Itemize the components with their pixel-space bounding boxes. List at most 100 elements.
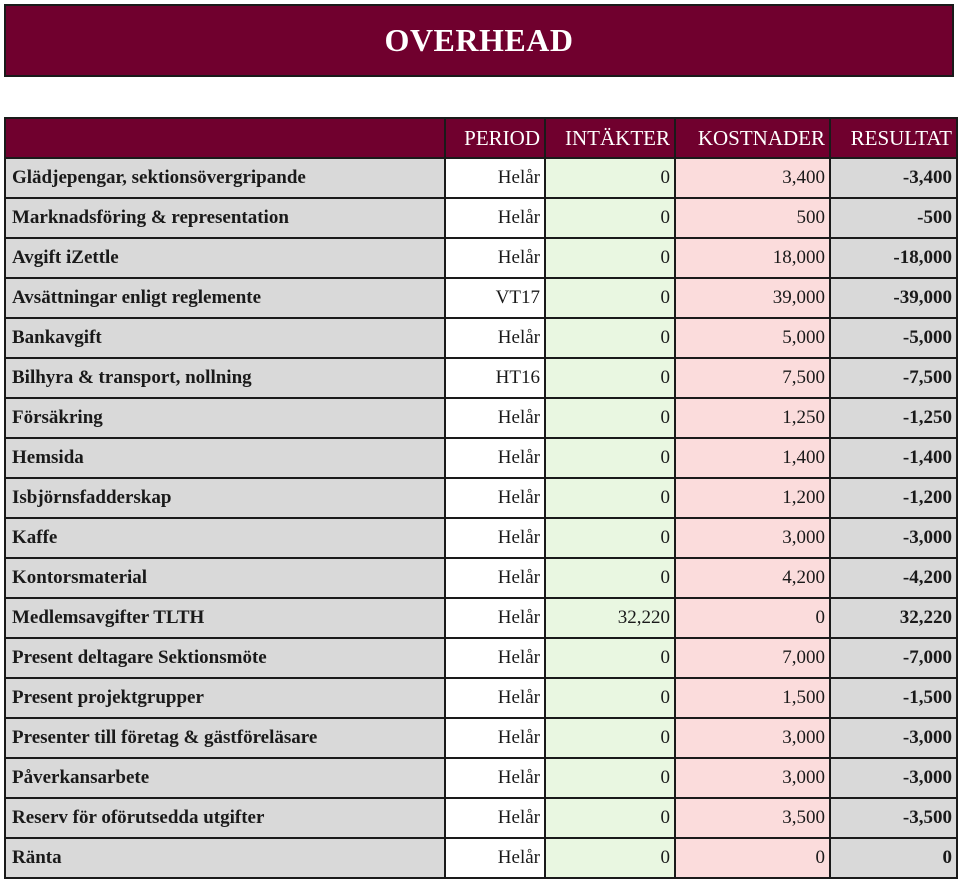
table-row: Ränta Helår 0 0 0 xyxy=(4,837,958,879)
row-period-cell: Helår xyxy=(444,237,546,279)
table-row: Påverkansarbete Helår 0 3,000 -3,000 xyxy=(4,757,958,799)
row-result-cell: -500 xyxy=(829,197,958,239)
row-income-cell: 0 xyxy=(544,797,676,839)
row-income-cell: 0 xyxy=(544,557,676,599)
row-result-cell: -3,500 xyxy=(829,797,958,839)
row-name-cell: Present deltagare Sektionsmöte xyxy=(4,637,446,679)
row-costs-cell: 1,400 xyxy=(674,437,831,479)
header-income: INTÄKTER xyxy=(544,117,676,159)
row-result-cell: -39,000 xyxy=(829,277,958,319)
row-result-cell: 32,220 xyxy=(829,597,958,639)
row-result-cell: -3,000 xyxy=(829,517,958,559)
row-result-cell: -1,500 xyxy=(829,677,958,719)
row-result-cell: 0 xyxy=(829,837,958,879)
table-row: Marknadsföring & representation Helår 0 500… xyxy=(4,197,958,239)
row-costs-cell: 3,000 xyxy=(674,757,831,799)
row-costs-cell: 7,000 xyxy=(674,637,831,679)
row-costs-cell: 1,500 xyxy=(674,677,831,719)
row-costs-cell: 5,000 xyxy=(674,317,831,359)
row-name-cell: Kaffe xyxy=(4,517,446,559)
row-costs-cell: 3,500 xyxy=(674,797,831,839)
row-costs-cell: 7,500 xyxy=(674,357,831,399)
row-costs-cell: 4,200 xyxy=(674,557,831,599)
table-row: Reserv för oförutsedda utgifter Helår 0 3,5… xyxy=(4,797,958,839)
table-row: Kaffe Helår 0 3,000 -3,000 xyxy=(4,517,958,559)
row-result-cell: -1,200 xyxy=(829,477,958,519)
table-row: Bankavgift Helår 0 5,000 -5,000 xyxy=(4,317,958,359)
row-result-cell: -3,000 xyxy=(829,757,958,799)
row-result-cell: -7,000 xyxy=(829,637,958,679)
page-title: OVERHEAD xyxy=(384,22,574,58)
row-costs-cell: 0 xyxy=(674,597,831,639)
row-result-cell: -3,400 xyxy=(829,157,958,199)
row-income-cell: 0 xyxy=(544,637,676,679)
row-name-cell: Marknadsföring & representation xyxy=(4,197,446,239)
row-costs-cell: 1,250 xyxy=(674,397,831,439)
header-row: PERIOD INTÄKTER KOSTNADER RESULTAT xyxy=(4,117,958,159)
table-row: Hemsida Helår 0 1,400 -1,400 xyxy=(4,437,958,479)
row-result-cell: -18,000 xyxy=(829,237,958,279)
row-name-cell: Kontorsmaterial xyxy=(4,557,446,599)
table-row: Isbjörnsfadderskap Helår 0 1,200 -1,200 xyxy=(4,477,958,519)
row-period-cell: Helår xyxy=(444,197,546,239)
table-row: Glädjepengar, sektionsövergripande Helår 0… xyxy=(4,157,958,199)
table-row: Avsättningar enligt reglemente VT17 0 39,00… xyxy=(4,277,958,319)
row-income-cell: 0 xyxy=(544,317,676,359)
row-period-cell: Helår xyxy=(444,437,546,479)
row-name-cell: Reserv för oförutsedda utgifter xyxy=(4,797,446,839)
row-period-cell: HT16 xyxy=(444,357,546,399)
row-name-cell: Present projektgrupper xyxy=(4,677,446,719)
row-name-cell: Bankavgift xyxy=(4,317,446,359)
header-blank-cell xyxy=(4,117,446,159)
row-result-cell: -4,200 xyxy=(829,557,958,599)
row-income-cell: 0 xyxy=(544,437,676,479)
row-costs-cell: 1,200 xyxy=(674,477,831,519)
row-period-cell: Helår xyxy=(444,517,546,559)
row-period-cell: Helår xyxy=(444,397,546,439)
row-name-cell: Bilhyra & transport, nollning xyxy=(4,357,446,399)
row-costs-cell: 3,000 xyxy=(674,517,831,559)
row-name-cell: Försäkring xyxy=(4,397,446,439)
row-income-cell: 0 xyxy=(544,517,676,559)
table-row: Present projektgrupper Helår 0 1,500 -1,500 xyxy=(4,677,958,719)
row-costs-cell: 39,000 xyxy=(674,277,831,319)
budget-table: PERIOD INTÄKTER KOSTNADER RESULTAT Glädj… xyxy=(4,117,958,879)
row-costs-cell: 3,400 xyxy=(674,157,831,199)
table-row: Presenter till företag & gästföreläsare H… xyxy=(4,717,958,759)
row-name-cell: Medlemsavgifter TLTH xyxy=(4,597,446,639)
row-period-cell: VT17 xyxy=(444,277,546,319)
header-result: RESULTAT xyxy=(829,117,958,159)
row-period-cell: Helår xyxy=(444,677,546,719)
row-income-cell: 0 xyxy=(544,757,676,799)
header-period: PERIOD xyxy=(444,117,546,159)
row-costs-cell: 18,000 xyxy=(674,237,831,279)
row-income-cell: 0 xyxy=(544,277,676,319)
row-result-cell: -1,400 xyxy=(829,437,958,479)
row-income-cell: 0 xyxy=(544,357,676,399)
row-name-cell: Påverkansarbete xyxy=(4,757,446,799)
table-row: Bilhyra & transport, nollning HT16 0 7,500-… xyxy=(4,357,958,399)
row-costs-cell: 0 xyxy=(674,837,831,879)
row-income-cell: 0 xyxy=(544,677,676,719)
row-name-cell: Isbjörnsfadderskap xyxy=(4,477,446,519)
row-result-cell: -1,250 xyxy=(829,397,958,439)
table-row: Försäkring Helår 0 1,250 -1,250 xyxy=(4,397,958,439)
row-name-cell: Hemsida xyxy=(4,437,446,479)
row-result-cell: -3,000 xyxy=(829,717,958,759)
row-costs-cell: 500 xyxy=(674,197,831,239)
row-income-cell: 0 xyxy=(544,237,676,279)
row-name-cell: Glädjepengar, sektionsövergripande xyxy=(4,157,446,199)
row-income-cell: 0 xyxy=(544,837,676,879)
row-period-cell: Helår xyxy=(444,717,546,759)
row-period-cell: Helår xyxy=(444,797,546,839)
row-period-cell: Helår xyxy=(444,557,546,599)
row-period-cell: Helår xyxy=(444,597,546,639)
table-row: Kontorsmaterial Helår 0 4,200 -4,200 xyxy=(4,557,958,599)
row-result-cell: -5,000 xyxy=(829,317,958,359)
row-income-cell: 0 xyxy=(544,717,676,759)
table-row: Medlemsavgifter TLTH Helår 32,220 0 32,220 xyxy=(4,597,958,639)
table-row: Present deltagare Sektionsmöte Helår 0 7,00… xyxy=(4,637,958,679)
row-name-cell: Avsättningar enligt reglemente xyxy=(4,277,446,319)
row-period-cell: Helår xyxy=(444,477,546,519)
table-body: Glädjepengar, sektionsövergripande Helår 0… xyxy=(4,157,958,879)
